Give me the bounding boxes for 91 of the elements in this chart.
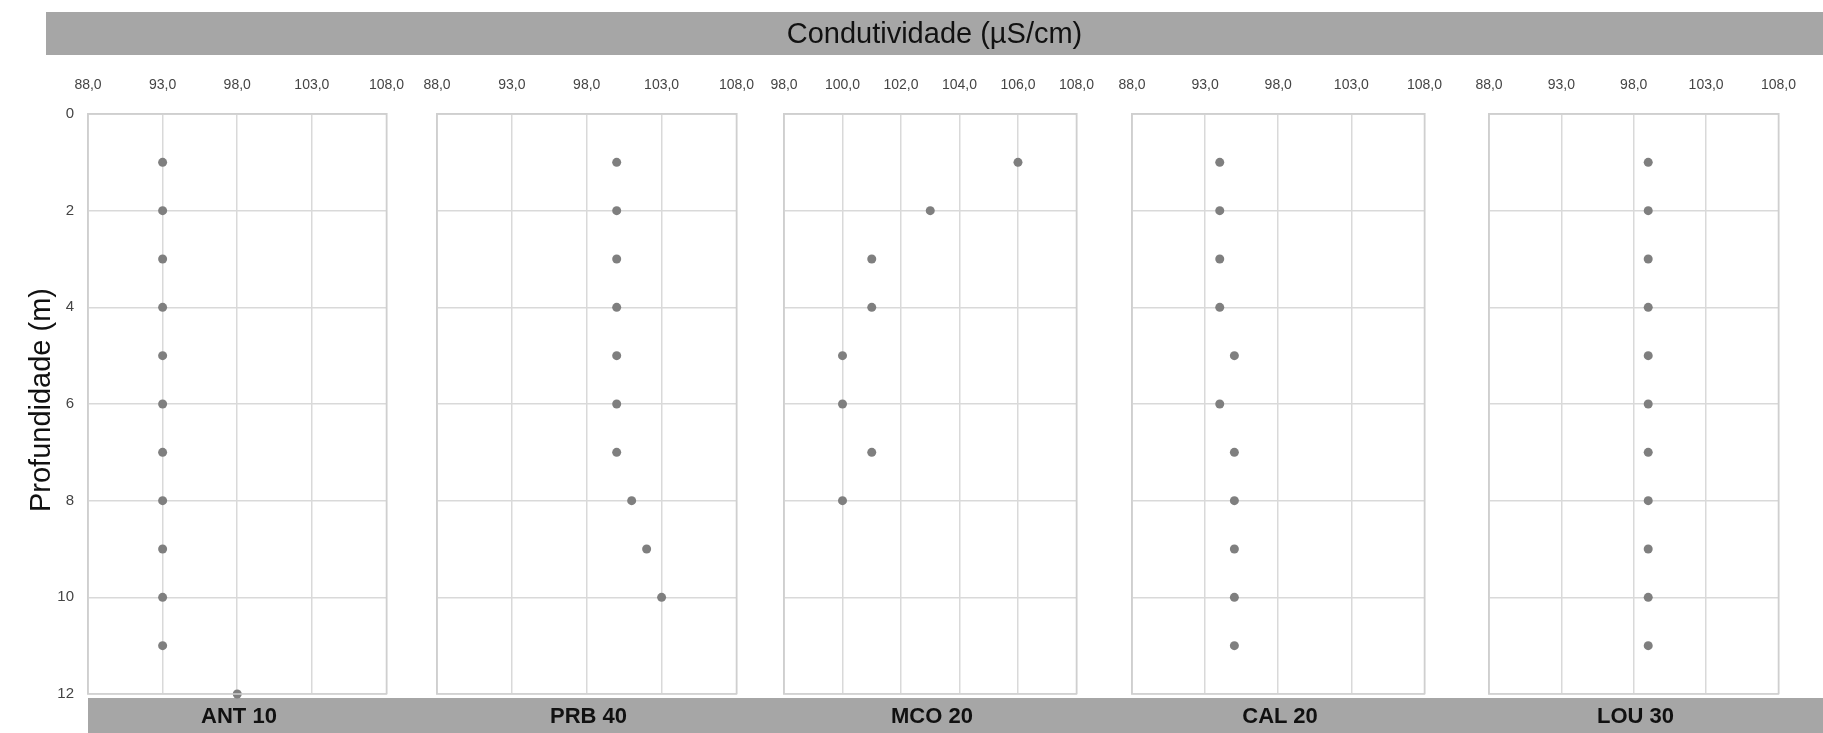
point [158,641,168,651]
point [1643,254,1653,264]
point [867,254,877,264]
x-axis-title: LOU 30 [1596,702,1675,730]
point [158,254,168,264]
point [867,447,877,457]
x-axis-title: MCO 20 [890,702,974,730]
point [158,592,168,602]
point [612,351,622,361]
x-tick-label: 93,0 [149,76,177,93]
x-tick-label: 104,0 [941,76,978,93]
point [1215,302,1225,312]
y-axis-title: Profundidade (m) [23,287,57,513]
x-tick-label: 100,0 [824,76,861,93]
x-tick-label: 108,0 [1058,76,1095,93]
point [1229,496,1239,506]
point [867,302,877,312]
point [158,496,168,506]
chart-title: Condutividade (µS/cm) [46,12,1823,55]
point [1643,351,1653,361]
point [1643,641,1653,651]
point [1643,544,1653,554]
point [1215,254,1225,264]
y-tick-label: 6 [65,394,74,412]
point [612,399,622,409]
point [1215,399,1225,409]
point [612,447,622,457]
point [838,399,847,409]
point [1643,302,1653,312]
x-tick-label: 93,0 [1191,76,1219,93]
point [1643,157,1653,167]
x-tick-label: 108,0 [1760,76,1797,93]
x-axis-title: CAL 20 [1241,702,1319,730]
x-tick-label: 106,0 [1000,76,1036,93]
point [158,447,168,457]
point [925,206,935,216]
x-tick-label: 98,0 [1620,76,1648,93]
x-tick-label: 108,0 [368,76,405,93]
point [1215,206,1225,216]
y-tick-label: 0 [65,104,74,122]
point [1229,592,1239,602]
point [1643,592,1653,602]
point [158,206,168,216]
x-tick-label: 103,0 [1688,76,1724,93]
x-tick-label: 108,0 [1406,76,1443,93]
point [1643,206,1653,216]
point [612,254,622,264]
point [1229,641,1239,651]
point [612,157,622,167]
x-tick-label: 93,0 [498,76,526,93]
x-tick-label: 98,0 [223,76,252,93]
x-tick-label: 103,0 [1333,76,1370,93]
point [158,399,168,409]
point [612,302,622,312]
x-axis-title: ANT 10 [200,702,278,730]
point [838,351,847,361]
x-tick-label: 88,0 [1475,76,1503,93]
point [1643,447,1653,457]
point [158,351,168,361]
x-tick-label: 98,0 [1264,76,1293,93]
x-tick-label: 108,0 [718,76,755,93]
point [1229,544,1239,554]
y-tick-label: 2 [65,200,74,218]
point [158,544,168,554]
point [838,496,847,506]
point [1643,399,1653,409]
point [612,206,622,216]
y-tick-label: 10 [57,587,74,605]
y-tick-label: 4 [65,297,74,315]
point [627,496,637,506]
point [158,157,168,167]
point [1643,496,1653,506]
point [1229,447,1239,457]
x-tick-label: 102,0 [883,76,919,93]
x-tick-label: 98,0 [573,76,601,93]
y-tick-label: 12 [57,684,74,702]
point [158,302,168,312]
y-tick-label: 8 [65,490,74,508]
point [1229,351,1239,361]
x-tick-label: 88,0 [423,76,451,93]
x-tick-label: 103,0 [294,76,330,93]
point [1215,157,1225,167]
point [657,592,667,602]
point [1013,157,1023,167]
x-tick-label: 88,0 [1118,76,1146,93]
x-tick-label: 88,0 [74,76,102,93]
x-tick-label: 93,0 [1547,76,1576,93]
x-tick-label: 98,0 [770,76,798,93]
point [642,544,652,554]
x-tick-label: 103,0 [644,76,680,93]
x-axis-title: PRB 40 [548,702,628,730]
